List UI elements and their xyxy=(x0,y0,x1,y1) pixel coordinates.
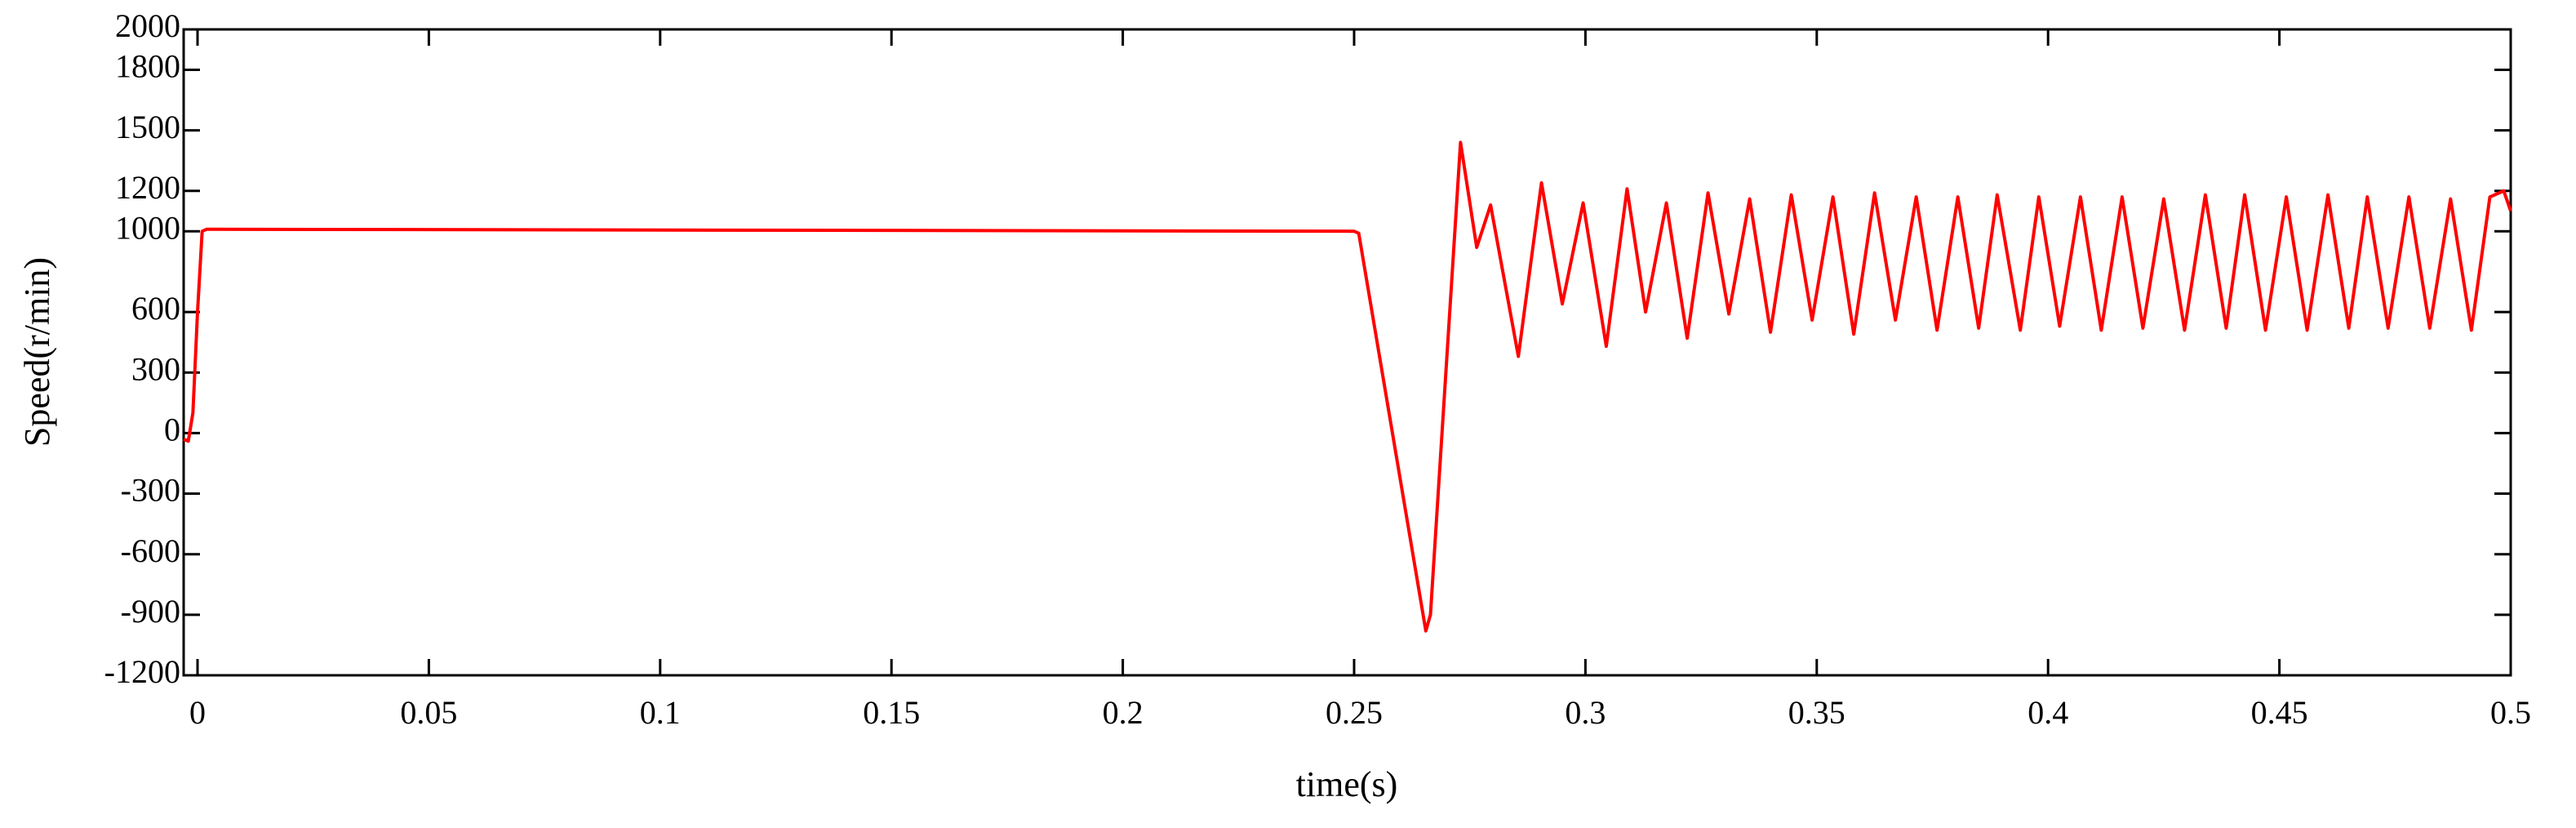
y-tick-label: 1200 xyxy=(115,169,180,206)
x-tick-label: 0.45 xyxy=(2251,694,2308,731)
x-tick-label: 0.35 xyxy=(1788,694,1845,731)
x-tick-label: 0.2 xyxy=(1103,694,1144,731)
x-tick-label: 0.1 xyxy=(640,694,681,731)
line-series xyxy=(183,140,2512,633)
y-tick-label: 2000 xyxy=(115,7,180,44)
y-tick-label: 1000 xyxy=(115,209,180,246)
y-tick-label: 1500 xyxy=(115,109,180,145)
y-tick-label: 300 xyxy=(131,350,180,387)
y-tick-label: 1800 xyxy=(115,48,180,85)
y-tick-label: -1200 xyxy=(104,653,180,690)
x-tick-label: 0.25 xyxy=(1326,694,1383,731)
y-tick-label: 0 xyxy=(164,412,180,448)
x-tick-label: 0.4 xyxy=(2027,694,2068,731)
x-tick-label: 0 xyxy=(189,694,206,731)
plot-frame xyxy=(182,28,2512,677)
x-tick-label: 0.05 xyxy=(400,694,457,731)
y-tick-label: -600 xyxy=(121,532,180,569)
y-axis-label: Speed(r/min) xyxy=(17,257,57,447)
y-tick-label: -300 xyxy=(121,472,180,509)
y-tick-label: 600 xyxy=(131,290,180,327)
x-tick-label: 0.15 xyxy=(863,694,920,731)
x-tick-label: 0.3 xyxy=(1565,694,1606,731)
x-tick-label: 0.5 xyxy=(2490,694,2531,731)
y-tick-label: -900 xyxy=(121,593,180,630)
x-axis-label: time(s) xyxy=(1296,764,1398,804)
